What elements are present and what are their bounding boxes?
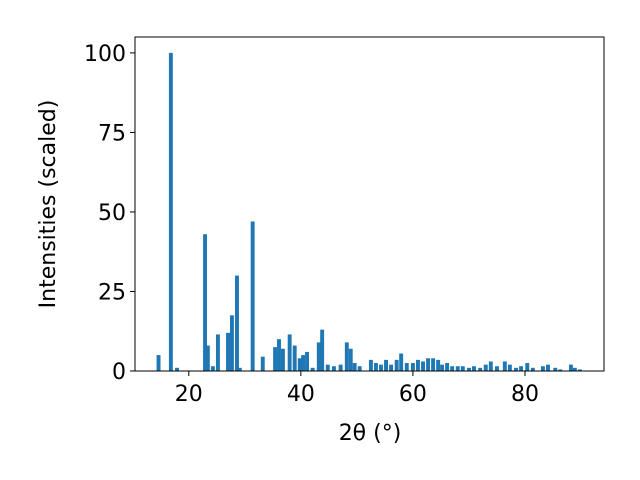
x-tick-label: 20 [175,382,203,407]
x-tick-label: 60 [399,382,427,407]
bar [237,367,242,371]
bar [292,345,297,371]
plot-frame [134,36,605,372]
bar [215,334,220,371]
bar [455,366,460,371]
y-tick-label: 25 [98,280,126,305]
bar [250,221,255,371]
bar [168,52,173,372]
bar [226,332,230,371]
bar [568,364,573,371]
bar [316,342,321,371]
bar [410,363,415,371]
bar [287,334,292,371]
bar [421,361,425,371]
bar [553,367,558,371]
bar [260,356,265,371]
bar [348,348,353,371]
bar [235,275,239,371]
bar [514,367,518,371]
bar [277,339,281,371]
bar [546,364,550,371]
bar [519,366,524,371]
x-axis-label: 2θ (°) [339,421,402,446]
bar [404,363,409,371]
bar [416,359,420,371]
bar [297,358,302,371]
bar [577,369,582,371]
bar [175,367,179,371]
bar [530,367,535,371]
bar [352,363,357,371]
bar [525,363,530,371]
bar [156,355,161,371]
bar [558,369,563,371]
bar [483,364,488,371]
bar [229,315,234,371]
bar [273,347,278,371]
bar [325,364,330,371]
bar [436,359,441,371]
bar [357,366,362,371]
bar [344,342,349,371]
bar [440,364,445,371]
bar [373,363,378,371]
bar [460,366,465,371]
bar [368,359,373,371]
bar [445,363,450,371]
bar [502,361,507,371]
bar [203,234,208,371]
bar [210,366,215,371]
y-tick-label: 75 [98,121,126,146]
bar [399,353,404,371]
y-tick-label: 50 [98,201,126,226]
y-tick-label: 0 [112,360,126,385]
bar [488,361,493,371]
bar [466,367,471,371]
bar [301,355,306,371]
bar [450,366,455,371]
bar [310,367,315,371]
bar [426,358,431,371]
y-axis-label: Intensities (scaled) [36,100,61,309]
bar [384,359,388,371]
bar [394,359,399,371]
bar [540,366,545,371]
bar [205,345,210,371]
bar [338,364,343,371]
bar [478,367,483,371]
bar [379,364,383,371]
y-tick-label: 100 [84,42,126,67]
bar [331,366,336,371]
bar [305,351,309,371]
x-tick-label: 80 [511,382,539,407]
bar [431,358,436,371]
bar [495,366,499,371]
bar [320,329,325,371]
bar [280,348,285,371]
bar [572,367,577,371]
x-tick-label: 40 [287,382,315,407]
bar [472,366,476,371]
bar [507,364,512,371]
bar [389,364,394,371]
